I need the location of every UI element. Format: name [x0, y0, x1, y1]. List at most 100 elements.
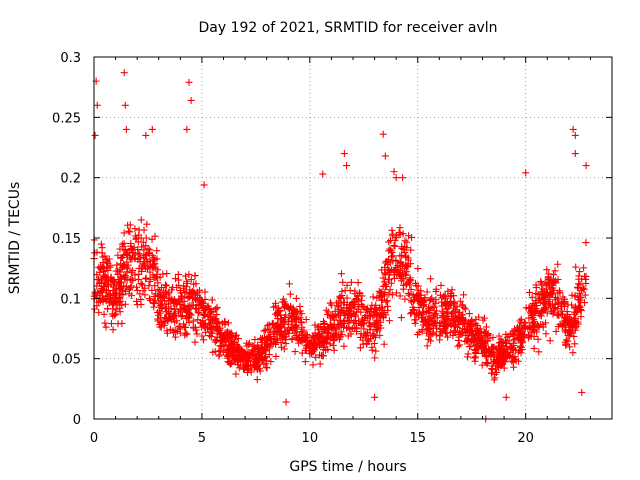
data-point: [323, 323, 331, 331]
y-tick-label: 0.2: [60, 172, 81, 187]
data-point: [560, 300, 568, 308]
data-point: [392, 174, 400, 182]
data-point: [482, 336, 490, 344]
data-point: [235, 355, 243, 363]
data-point: [171, 333, 179, 341]
data-point: [282, 398, 290, 406]
data-point: [490, 376, 498, 384]
data-point: [415, 304, 423, 312]
x-axis-label: GPS time / hours: [289, 459, 406, 475]
data-point: [120, 239, 128, 247]
data-point: [132, 235, 140, 243]
data-point: [573, 308, 581, 316]
data-point: [302, 344, 310, 352]
data-point: [187, 276, 195, 284]
data-point: [510, 363, 518, 371]
data-point: [209, 315, 217, 323]
data-point: [211, 336, 219, 344]
data-point: [217, 342, 225, 350]
data-point: [352, 296, 360, 304]
data-point: [571, 292, 579, 300]
data-point: [279, 319, 287, 327]
data-point: [337, 270, 345, 278]
data-point: [192, 280, 200, 288]
data-point: [451, 299, 459, 307]
data-point: [559, 320, 567, 328]
data-point: [564, 301, 572, 309]
data-point: [285, 280, 293, 288]
data-point: [259, 335, 267, 343]
x-tick-label: 15: [409, 431, 426, 446]
data-point: [109, 326, 117, 334]
data-point: [189, 317, 197, 325]
data-point: [399, 285, 407, 293]
data-point: [442, 322, 450, 330]
data-point: [580, 285, 588, 293]
data-point: [272, 299, 280, 307]
data-point: [452, 306, 460, 314]
chart-title: Day 192 of 2021, SRMTID for receiver avl…: [198, 20, 497, 36]
data-point: [347, 278, 355, 286]
data-point: [194, 308, 202, 316]
data-point: [432, 331, 440, 339]
data-point: [226, 360, 234, 368]
data-point: [381, 269, 389, 277]
data-point: [402, 261, 410, 269]
data-point: [233, 340, 241, 348]
data-point: [136, 290, 144, 298]
data-point: [562, 341, 570, 349]
data-point: [312, 353, 320, 361]
data-point: [290, 323, 298, 331]
data-point: [319, 317, 327, 325]
data-point: [345, 309, 353, 317]
data-point: [391, 242, 399, 250]
data-point: [411, 316, 419, 324]
data-point: [475, 336, 483, 344]
data-point: [188, 301, 196, 309]
data-point: [157, 301, 165, 309]
data-point: [195, 309, 203, 317]
data-point: [184, 294, 192, 302]
data-point: [265, 325, 273, 333]
data-point: [456, 309, 464, 317]
data-point: [531, 327, 539, 335]
data-point: [541, 303, 549, 311]
data-point: [276, 327, 284, 335]
data-point: [197, 323, 205, 331]
data-point: [572, 263, 580, 271]
data-point: [334, 303, 342, 311]
data-point: [576, 268, 584, 276]
data-point: [367, 335, 375, 343]
data-point: [366, 311, 374, 319]
data-point: [385, 238, 393, 246]
data-point: [331, 307, 339, 315]
data-point: [288, 335, 296, 343]
data-point: [390, 271, 398, 279]
data-point: [250, 360, 258, 368]
data-point: [100, 310, 108, 318]
data-point: [569, 322, 577, 330]
data-point: [558, 307, 566, 315]
data-point: [153, 247, 161, 255]
data-point: [379, 282, 387, 290]
data-point: [215, 351, 223, 359]
data-point: [493, 358, 501, 366]
data-point: [382, 257, 390, 265]
y-tick-label: 0.05: [52, 353, 81, 368]
data-point: [461, 320, 469, 328]
data-point: [181, 323, 189, 331]
data-point: [544, 273, 552, 281]
data-point: [122, 125, 130, 133]
data-point: [575, 272, 583, 280]
data-point: [503, 349, 511, 357]
data-point: [285, 329, 293, 337]
data-point: [529, 300, 537, 308]
data-point: [197, 319, 205, 327]
data-point: [534, 321, 542, 329]
data-point: [427, 275, 435, 283]
data-point: [411, 296, 419, 304]
data-point: [473, 328, 481, 336]
data-point: [213, 304, 221, 312]
data-point: [337, 321, 345, 329]
data-point: [259, 355, 267, 363]
